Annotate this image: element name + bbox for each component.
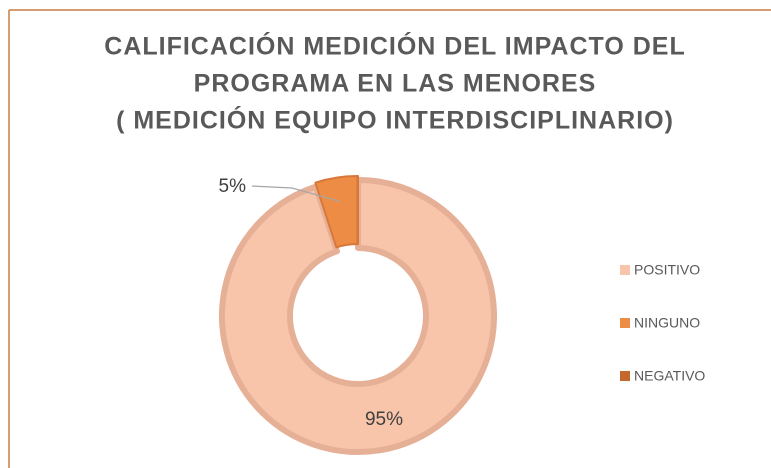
legend-label: POSITIVO	[634, 262, 700, 278]
legend-swatch	[620, 265, 630, 275]
legend-label: NEGATIVO	[634, 368, 705, 384]
data-label: 5%	[219, 176, 247, 197]
legend-label: NINGUNO	[634, 315, 700, 331]
data-label: 95%	[365, 409, 403, 430]
leader-line	[251, 185, 341, 203]
legend-swatch	[620, 371, 630, 381]
legend-swatch	[620, 318, 630, 328]
chart-title: CALIFICACIÓN MEDICIÓN DEL IMPACTO DEL	[104, 31, 685, 61]
chart-title: PROGRAMA EN LAS MENORES	[194, 70, 597, 98]
chart-title: ( MEDICIÓN EQUIPO INTERDISCIPLINARIO)	[116, 105, 674, 135]
donut-slice	[219, 177, 497, 455]
